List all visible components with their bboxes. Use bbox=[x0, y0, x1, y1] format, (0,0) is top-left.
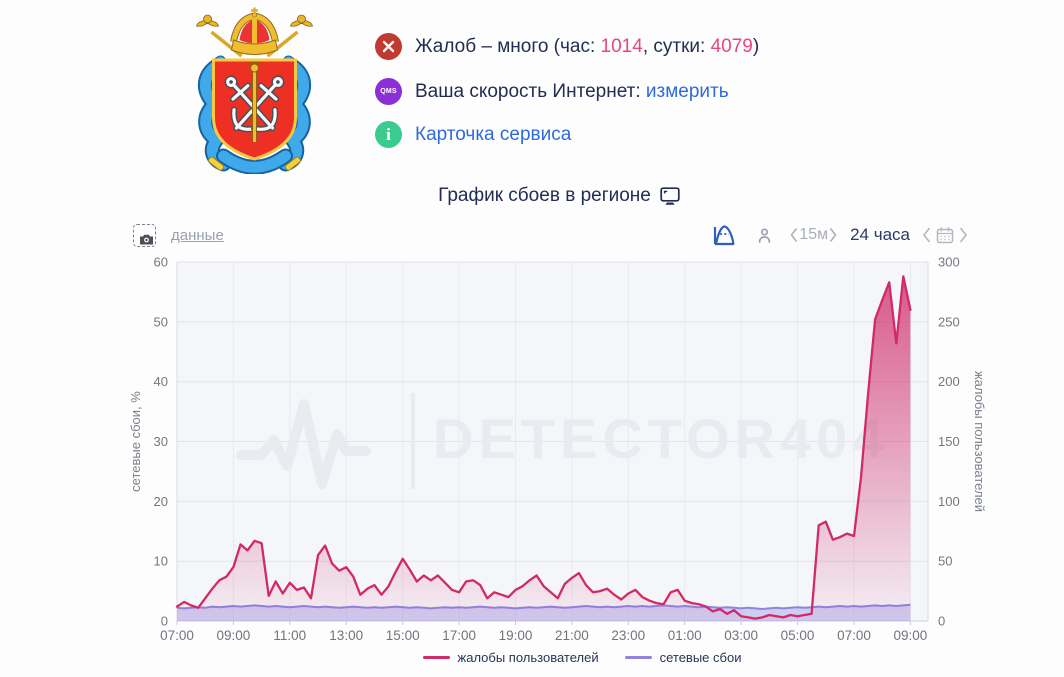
complaints-prefix: Жалоб – много (час: bbox=[415, 35, 601, 57]
left-axis-tick: 30 bbox=[154, 434, 168, 449]
interval-selector[interactable]: 15м bbox=[790, 226, 837, 244]
x-axis-tick: 15:00 bbox=[386, 628, 420, 643]
legend-item-complaints[interactable]: жалобы пользователей bbox=[422, 650, 599, 665]
screenshot-camera-icon[interactable] bbox=[133, 223, 156, 247]
x-axis-tick: 23:00 bbox=[611, 628, 645, 643]
qms-icon: QMS bbox=[375, 78, 402, 105]
chart-toolbar: данные 15м 24 часа bbox=[130, 220, 988, 250]
x-axis-tick: 13:00 bbox=[329, 628, 363, 643]
complaints-suffix: ) bbox=[752, 35, 760, 57]
calendar-next-icon[interactable] bbox=[959, 226, 968, 244]
interval-value: 15м bbox=[799, 226, 829, 243]
outage-chart[interactable]: DETECTOR404 0 10 20 30 40 50 60 0 50 100 150 200 250 3… bbox=[125, 250, 985, 652]
complaints-hour-count: 1014 bbox=[600, 35, 643, 57]
x-axis-tick: 03:00 bbox=[724, 628, 758, 643]
right-axis-tick: 100 bbox=[938, 494, 960, 509]
left-axis-tick: 40 bbox=[154, 374, 168, 389]
x-axis-tick: 09:00 bbox=[894, 628, 928, 643]
right-axis-title: жалобы пользователей bbox=[972, 371, 985, 512]
right-axis-tick: 0 bbox=[938, 614, 945, 629]
left-axis-tick: 0 bbox=[161, 614, 168, 629]
legend-label-failures: сетевые сбои bbox=[659, 650, 742, 665]
x-axis-tick: 09:00 bbox=[217, 628, 251, 643]
chart-section-title: График сбоев в регионе bbox=[438, 185, 651, 206]
complaints-line bbox=[175, 275, 912, 620]
speed-label: Ваша скорость Интернет: bbox=[415, 80, 646, 102]
right-axis-tick: 300 bbox=[938, 255, 960, 270]
chart-type-toggle[interactable] bbox=[711, 222, 737, 248]
calendar-prev-icon[interactable] bbox=[922, 226, 931, 244]
x-axis-tick: 19:00 bbox=[499, 628, 533, 643]
distribution-curve-icon bbox=[714, 225, 735, 246]
complaints-status-row: Жалоб – много (час: 1014, сутки: 4079) bbox=[375, 33, 759, 60]
monitor-icon bbox=[660, 186, 680, 205]
right-axis-tick: 150 bbox=[938, 434, 960, 449]
watermark-divider bbox=[411, 393, 415, 489]
chart-legend: жалобы пользователей сетевые сбои bbox=[152, 650, 1012, 665]
complaints-day-count: 4079 bbox=[710, 35, 753, 57]
watermark-text: DETECTOR404 bbox=[433, 407, 888, 470]
measure-speed-link[interactable]: измерить bbox=[645, 80, 729, 102]
x-axis-tick: 07:00 bbox=[160, 628, 194, 643]
x-axis-tick: 07:00 bbox=[837, 628, 871, 643]
complaints-infix: , сутки: bbox=[642, 35, 711, 57]
speed-test-row: QMS Ваша скорость Интернет: измерить bbox=[375, 78, 729, 105]
error-x-icon bbox=[375, 33, 402, 60]
x-axis-tick: 17:00 bbox=[442, 628, 476, 643]
info-icon: i bbox=[375, 121, 402, 148]
user-button[interactable] bbox=[755, 226, 774, 245]
left-axis-tick: 20 bbox=[154, 494, 168, 509]
angle-right-icon bbox=[829, 228, 837, 242]
legend-swatch-complaints bbox=[422, 656, 450, 659]
right-axis-tick: 250 bbox=[938, 314, 960, 329]
service-card-row: i Карточка сервиса bbox=[375, 121, 571, 148]
watermark-pulse-icon bbox=[236, 399, 371, 489]
legend-label-complaints: жалобы пользователей bbox=[457, 650, 599, 665]
left-axis-title: сетевые сбои, % bbox=[128, 391, 143, 492]
time-range-label[interactable]: 24 часа bbox=[850, 225, 910, 244]
x-axis-tick: 11:00 bbox=[273, 628, 306, 643]
service-card-link[interactable]: Карточка сервиса bbox=[415, 123, 572, 145]
legend-swatch-failures bbox=[624, 656, 652, 659]
x-axis-tick: 01:00 bbox=[668, 628, 702, 643]
calendar-icon[interactable] bbox=[935, 225, 955, 245]
date-navigator[interactable] bbox=[922, 225, 968, 245]
legend-item-failures[interactable]: сетевые сбои bbox=[624, 650, 742, 665]
x-axis-tick: 21:00 bbox=[555, 628, 589, 643]
left-axis-tick: 10 bbox=[154, 554, 168, 569]
right-axis-tick: 50 bbox=[938, 554, 952, 569]
speed-test-text: Ваша скорость Интернет: измерить bbox=[415, 81, 729, 103]
left-axis-tick: 50 bbox=[154, 314, 168, 329]
data-link[interactable]: данные bbox=[171, 226, 224, 244]
angle-left-icon bbox=[790, 228, 798, 242]
section-title-row: График сбоев в регионе bbox=[130, 185, 988, 207]
complaints-status-text: Жалоб – много (час: 1014, сутки: 4079) bbox=[415, 36, 759, 58]
left-axis-tick: 60 bbox=[154, 255, 168, 270]
x-axis-tick: 05:00 bbox=[781, 628, 815, 643]
saint-petersburg-coat-of-arms bbox=[166, 6, 343, 175]
coat-of-arms-image bbox=[196, 7, 313, 175]
complaints-area bbox=[177, 276, 911, 621]
right-axis-tick: 200 bbox=[938, 374, 960, 389]
person-icon bbox=[759, 227, 771, 243]
